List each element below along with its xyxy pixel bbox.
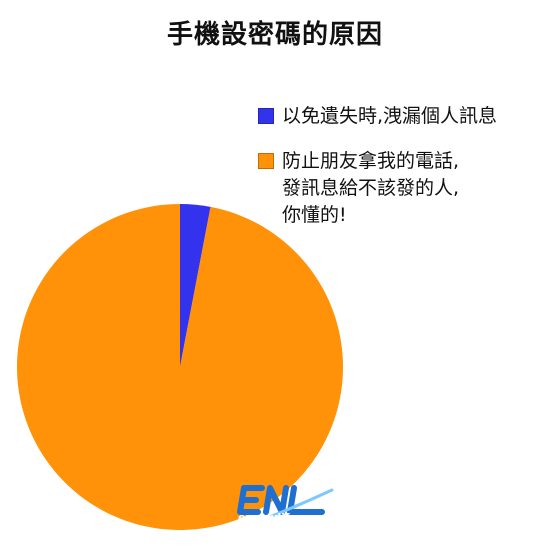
eznewlife-site-text: eznewlife.com — [238, 511, 327, 524]
legend-label-lost: 以免遺失時,洩漏個人訊息 — [282, 105, 498, 127]
chart-title: 手機設密碼的原因 — [166, 20, 383, 50]
legend-item-friends: 防止朋友拿我的電話, 發訊息給不該發的人, 你懂的! — [258, 148, 548, 229]
legend-item-lost: 以免遺失時,洩漏個人訊息 — [258, 103, 548, 130]
legend-swatch-friends — [258, 153, 274, 169]
legend: 以免遺失時,洩漏個人訊息 防止朋友拿我的電話, 發訊息給不該發的人, 你懂的! — [258, 103, 548, 247]
legend-swatch-lost — [258, 108, 274, 124]
pie-slice-1 — [17, 204, 344, 530]
pie-slice-0 — [180, 204, 211, 367]
eznewlife-logo — [237, 485, 334, 518]
legend-label-friends: 防止朋友拿我的電話, 發訊息給不該發的人, 你懂的! — [282, 150, 460, 226]
